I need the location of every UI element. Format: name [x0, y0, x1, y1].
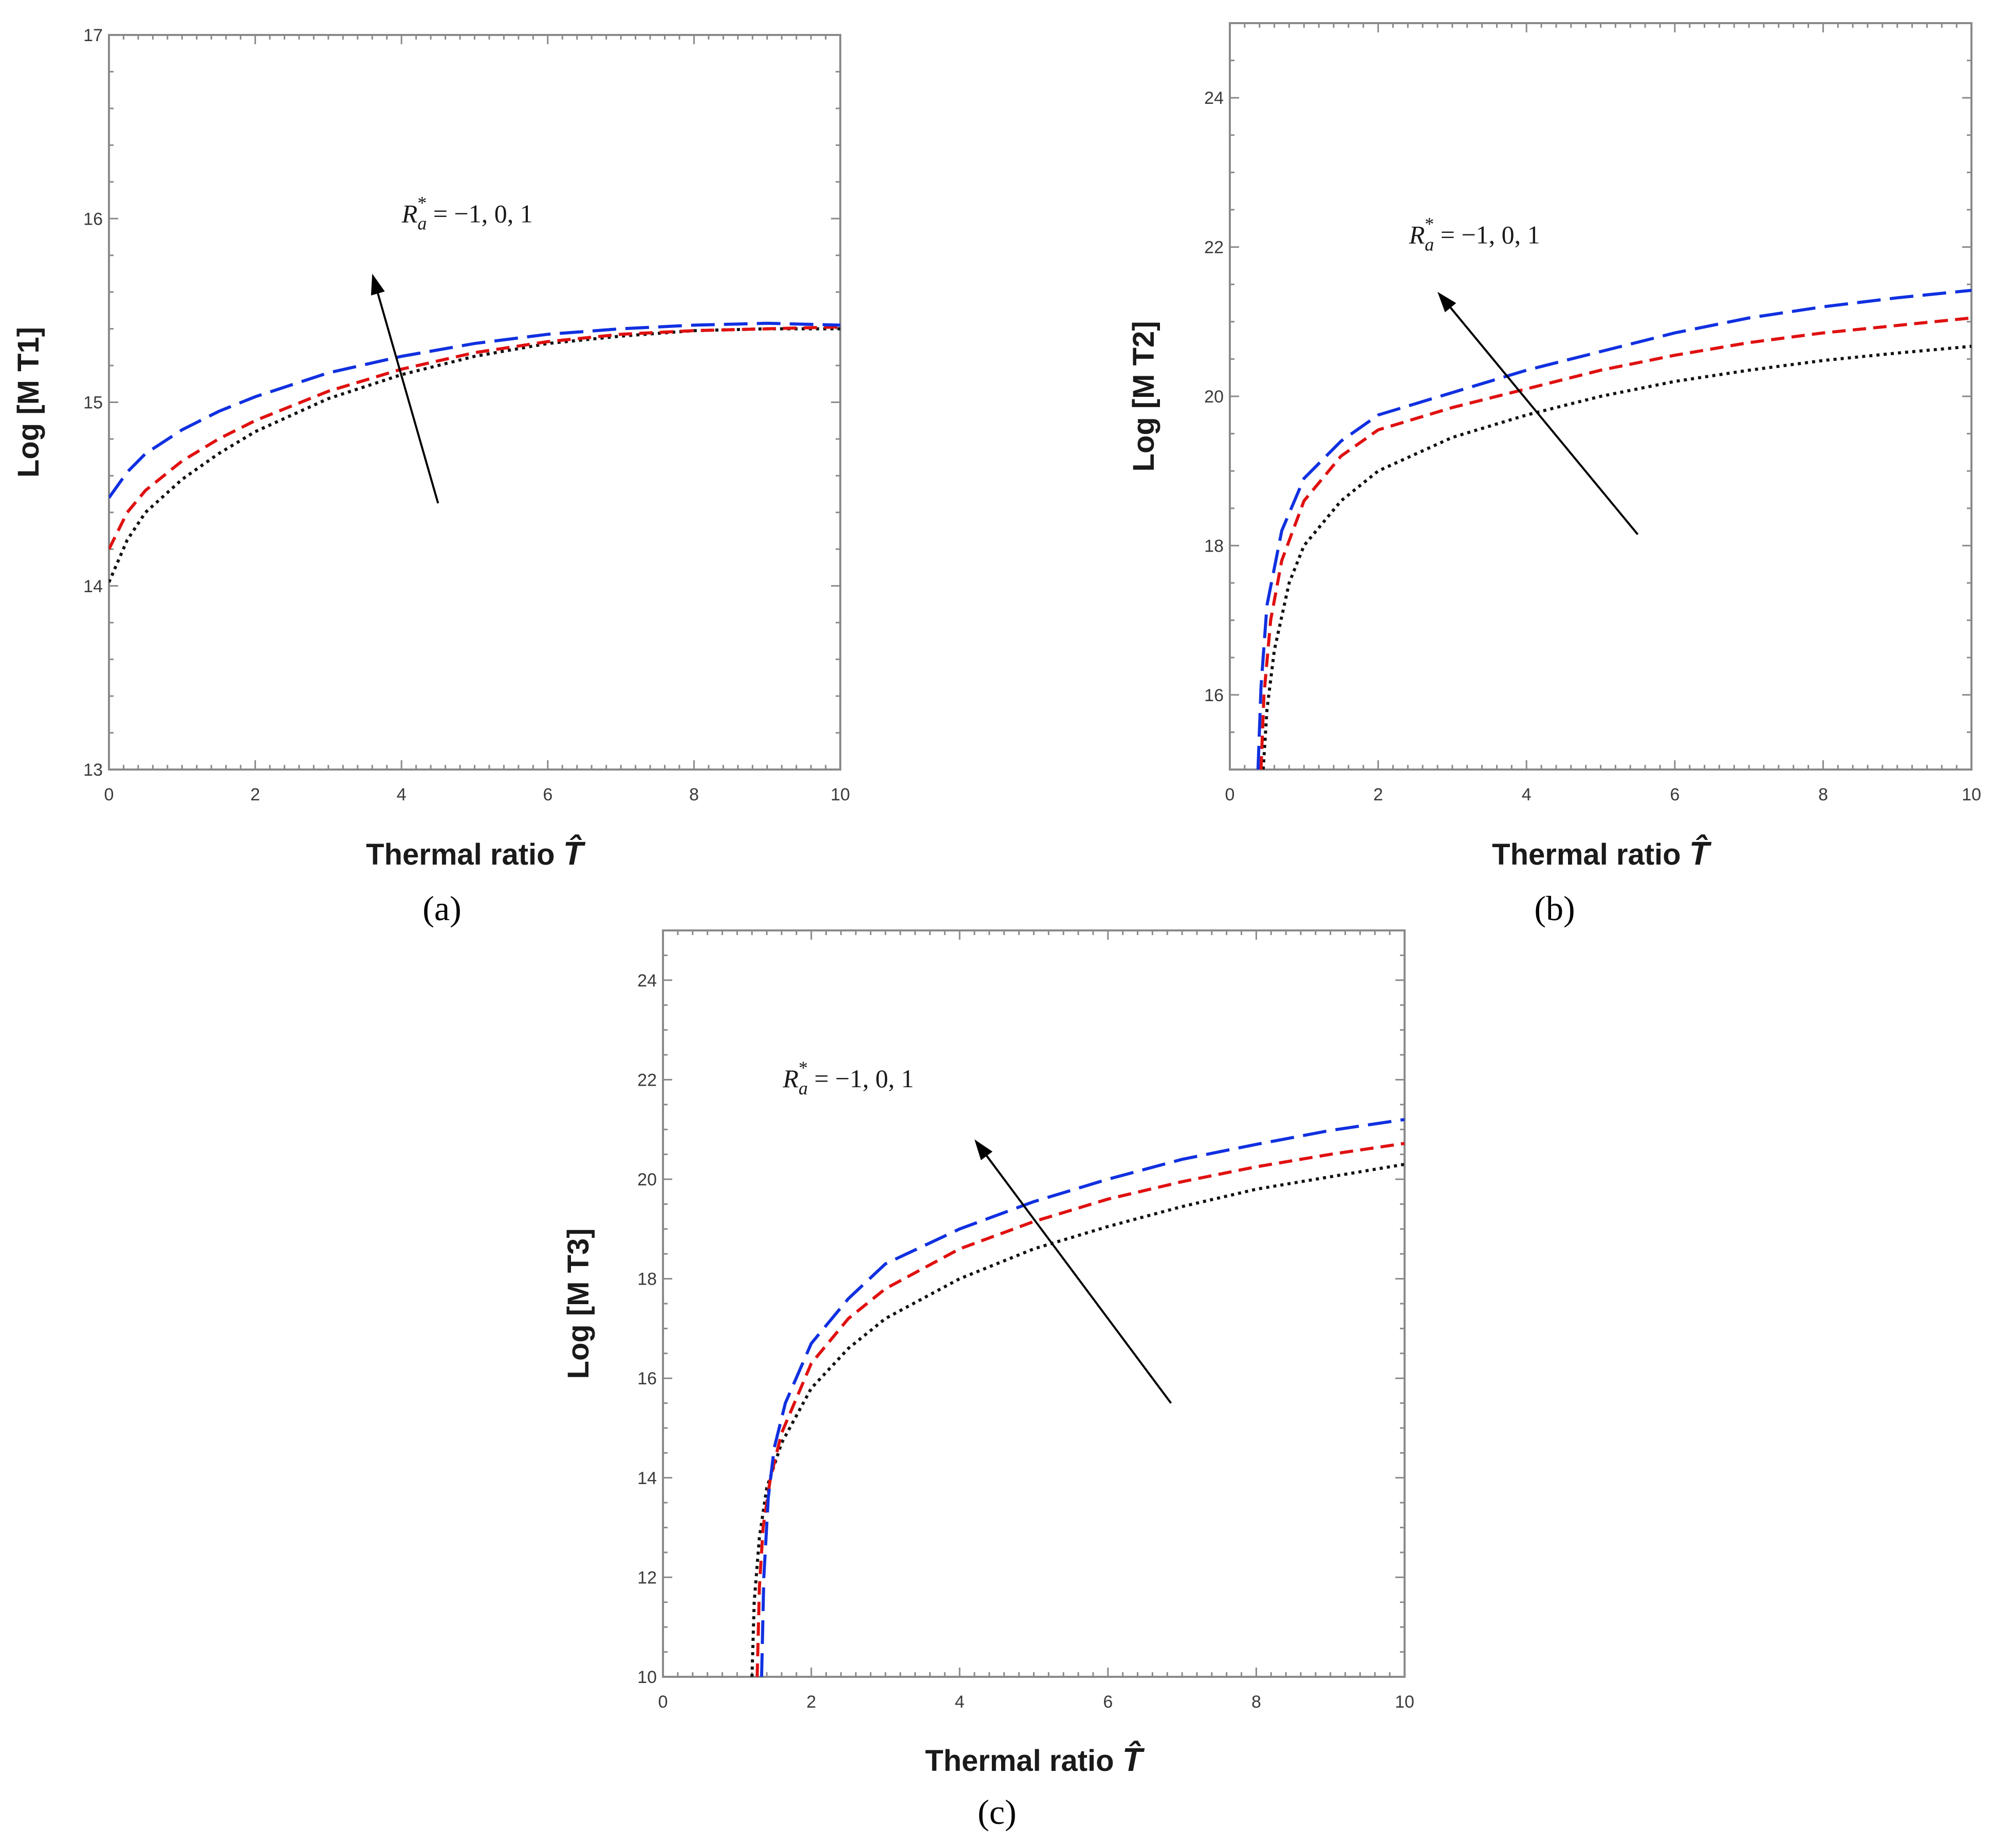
- annotation-arrowhead: [974, 1139, 993, 1160]
- x-tick-label: 4: [1522, 785, 1532, 804]
- x-tick-label: 2: [806, 1692, 816, 1712]
- plot-frame: [662, 929, 1406, 1678]
- y-tick-label: 13: [83, 760, 103, 780]
- series-line-r-0: [755, 1142, 1405, 1677]
- annotation-label: Ra* = −1, 0, 1: [782, 1057, 914, 1099]
- x-axis-label: Thermal ratio T̂: [1492, 834, 1712, 872]
- x-axis-label: Thermal ratio T̂: [925, 1740, 1145, 1778]
- x-tick-label: 0: [104, 785, 114, 804]
- y-axis-label: Log [M T1]: [12, 327, 45, 478]
- y-tick-label: 22: [1204, 238, 1224, 258]
- panel-a: 0 2 4 6 8 10 13 14 15 16 17 Ra* = −1, 0, 1 Thermal r…: [12, 26, 850, 928]
- y-tick-label: 22: [637, 1070, 657, 1090]
- y-tick-label: 14: [637, 1469, 657, 1488]
- y-tick-label: 17: [83, 26, 103, 45]
- x-tick-label: 10: [1395, 1692, 1414, 1712]
- series-line-r-minus1: [750, 1163, 1405, 1677]
- series-line-r-0: [1259, 316, 1971, 770]
- x-tick-label: 4: [397, 785, 407, 804]
- y-axis-label: Log [M T2]: [1127, 321, 1160, 471]
- y-tick-label: 18: [637, 1270, 657, 1289]
- y-tick-label: 16: [1204, 686, 1224, 705]
- y-tick-label: 14: [83, 577, 103, 596]
- annotation-arrow: [1449, 307, 1639, 535]
- x-tick-label: 2: [1373, 785, 1383, 804]
- x-tick-label: 10: [831, 785, 850, 804]
- y-tick-label: 16: [637, 1369, 657, 1388]
- annotation-arrow: [986, 1155, 1172, 1404]
- y-tick-label: 24: [637, 971, 657, 991]
- x-tick-label: 8: [689, 785, 699, 804]
- y-tick-label: 10: [637, 1668, 657, 1687]
- annotation-label: Ra* = −1, 0, 1: [1409, 213, 1540, 254]
- y-tick-label: 15: [83, 393, 103, 413]
- subfigure-label: (b): [1534, 889, 1575, 928]
- x-tick-label: 2: [250, 785, 260, 804]
- series-line-r-minus1: [109, 327, 840, 583]
- x-tick-label: 0: [1225, 785, 1235, 804]
- y-axis-label: Log [M T3]: [562, 1228, 595, 1379]
- series-line-r-1: [1256, 288, 1971, 770]
- annotation-arrowhead: [371, 273, 385, 296]
- y-tick-label: 18: [1204, 536, 1224, 556]
- annotation-label: Ra* = −1, 0, 1: [401, 192, 533, 233]
- series-line-r-minus1: [1261, 344, 1971, 770]
- subfigure-label: (a): [422, 889, 461, 928]
- x-tick-label: 6: [1103, 1692, 1113, 1712]
- y-tick-label: 12: [637, 1568, 657, 1587]
- series-line-r-1: [760, 1118, 1405, 1677]
- annotation-arrow: [377, 293, 439, 504]
- annotation-arrowhead: [1437, 291, 1456, 313]
- series-line-r-1: [109, 321, 840, 499]
- series-line-r-0: [109, 325, 840, 550]
- y-tick-label: 20: [637, 1170, 657, 1190]
- x-tick-label: 0: [658, 1692, 668, 1712]
- x-tick-label: 6: [1670, 785, 1680, 804]
- x-tick-label: 8: [1251, 1692, 1261, 1712]
- x-tick-label: 6: [543, 785, 552, 804]
- x-axis-label: Thermal ratio T̂: [366, 834, 586, 872]
- x-tick-label: 10: [1962, 785, 1981, 804]
- y-tick-label: 24: [1204, 88, 1224, 108]
- plot-frame: [108, 34, 841, 771]
- subfigure-label: (c): [978, 1792, 1016, 1832]
- x-tick-label: 4: [955, 1692, 965, 1712]
- y-tick-label: 20: [1204, 387, 1224, 407]
- y-tick-label: 16: [83, 209, 103, 229]
- x-tick-label: 8: [1818, 785, 1828, 804]
